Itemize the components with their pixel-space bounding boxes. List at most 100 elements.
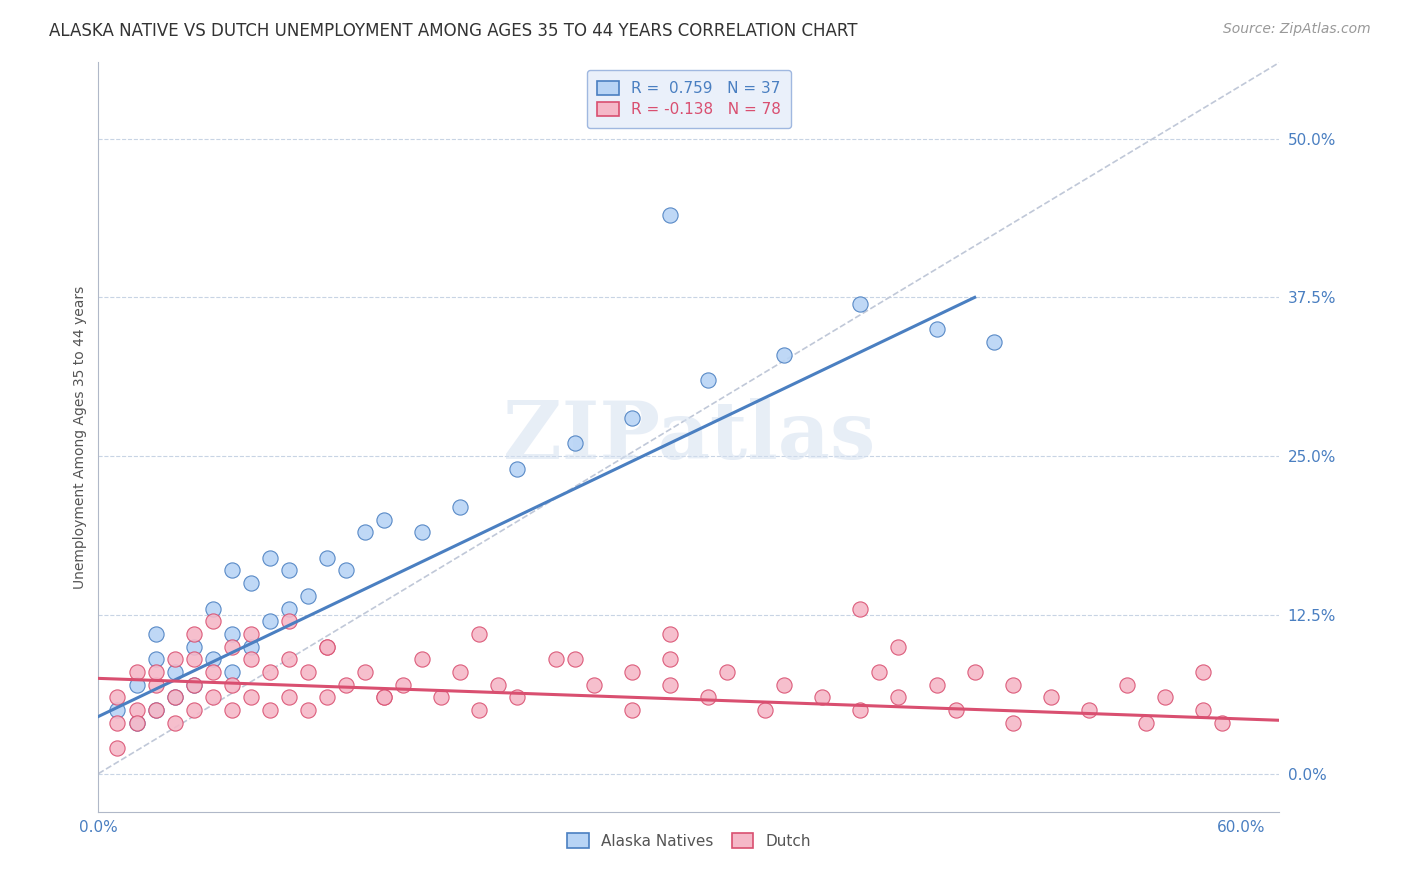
Point: [335, 563, 357, 577]
Point: [239, 690, 262, 705]
Point: [221, 627, 243, 641]
Point: [868, 665, 890, 679]
Point: [316, 640, 339, 654]
Point: [658, 652, 681, 666]
Point: [449, 500, 471, 514]
Point: [564, 652, 586, 666]
Point: [125, 703, 148, 717]
Point: [163, 652, 186, 666]
Point: [145, 703, 167, 717]
Point: [1211, 715, 1233, 730]
Point: [145, 678, 167, 692]
Point: [1001, 715, 1024, 730]
Point: [183, 652, 205, 666]
Point: [163, 690, 186, 705]
Point: [1039, 690, 1062, 705]
Point: [658, 627, 681, 641]
Point: [887, 640, 910, 654]
Point: [564, 436, 586, 450]
Point: [183, 678, 205, 692]
Point: [392, 678, 415, 692]
Point: [1135, 715, 1157, 730]
Point: [201, 601, 224, 615]
Point: [145, 665, 167, 679]
Point: [107, 741, 129, 756]
Point: [316, 550, 339, 565]
Point: [411, 652, 433, 666]
Point: [411, 525, 433, 540]
Point: [1154, 690, 1177, 705]
Point: [239, 652, 262, 666]
Point: [620, 665, 643, 679]
Point: [259, 665, 281, 679]
Point: [1001, 678, 1024, 692]
Point: [468, 627, 491, 641]
Point: [658, 208, 681, 222]
Point: [125, 715, 148, 730]
Point: [754, 703, 776, 717]
Point: [925, 322, 948, 336]
Point: [620, 703, 643, 717]
Point: [239, 640, 262, 654]
Point: [963, 665, 986, 679]
Point: [201, 614, 224, 628]
Point: [449, 665, 471, 679]
Point: [221, 563, 243, 577]
Point: [125, 715, 148, 730]
Point: [506, 462, 529, 476]
Point: [277, 614, 299, 628]
Point: [316, 690, 339, 705]
Point: [183, 640, 205, 654]
Point: [945, 703, 967, 717]
Point: [1192, 703, 1215, 717]
Point: [107, 715, 129, 730]
Point: [239, 627, 262, 641]
Point: [1192, 665, 1215, 679]
Point: [658, 678, 681, 692]
Point: [468, 703, 491, 717]
Point: [716, 665, 738, 679]
Point: [354, 525, 377, 540]
Point: [488, 678, 510, 692]
Point: [259, 703, 281, 717]
Point: [697, 690, 720, 705]
Point: [773, 678, 796, 692]
Point: [221, 665, 243, 679]
Point: [297, 703, 319, 717]
Y-axis label: Unemployment Among Ages 35 to 44 years: Unemployment Among Ages 35 to 44 years: [73, 285, 87, 589]
Point: [697, 373, 720, 387]
Point: [163, 715, 186, 730]
Point: [125, 678, 148, 692]
Point: [107, 703, 129, 717]
Point: [277, 601, 299, 615]
Point: [544, 652, 567, 666]
Point: [183, 703, 205, 717]
Point: [163, 690, 186, 705]
Point: [1116, 678, 1139, 692]
Point: [849, 297, 872, 311]
Point: [1078, 703, 1101, 717]
Point: [277, 652, 299, 666]
Point: [221, 678, 243, 692]
Point: [983, 334, 1005, 349]
Point: [183, 627, 205, 641]
Point: [107, 690, 129, 705]
Point: [354, 665, 377, 679]
Point: [373, 690, 395, 705]
Point: [201, 665, 224, 679]
Point: [201, 690, 224, 705]
Point: [145, 652, 167, 666]
Point: [221, 640, 243, 654]
Point: [316, 640, 339, 654]
Point: [373, 513, 395, 527]
Text: ZIPatlas: ZIPatlas: [503, 398, 875, 476]
Point: [125, 665, 148, 679]
Text: Source: ZipAtlas.com: Source: ZipAtlas.com: [1223, 22, 1371, 37]
Point: [259, 614, 281, 628]
Point: [145, 703, 167, 717]
Point: [259, 550, 281, 565]
Point: [773, 347, 796, 361]
Point: [145, 627, 167, 641]
Legend: Alaska Natives, Dutch: Alaska Natives, Dutch: [560, 826, 818, 856]
Point: [430, 690, 453, 705]
